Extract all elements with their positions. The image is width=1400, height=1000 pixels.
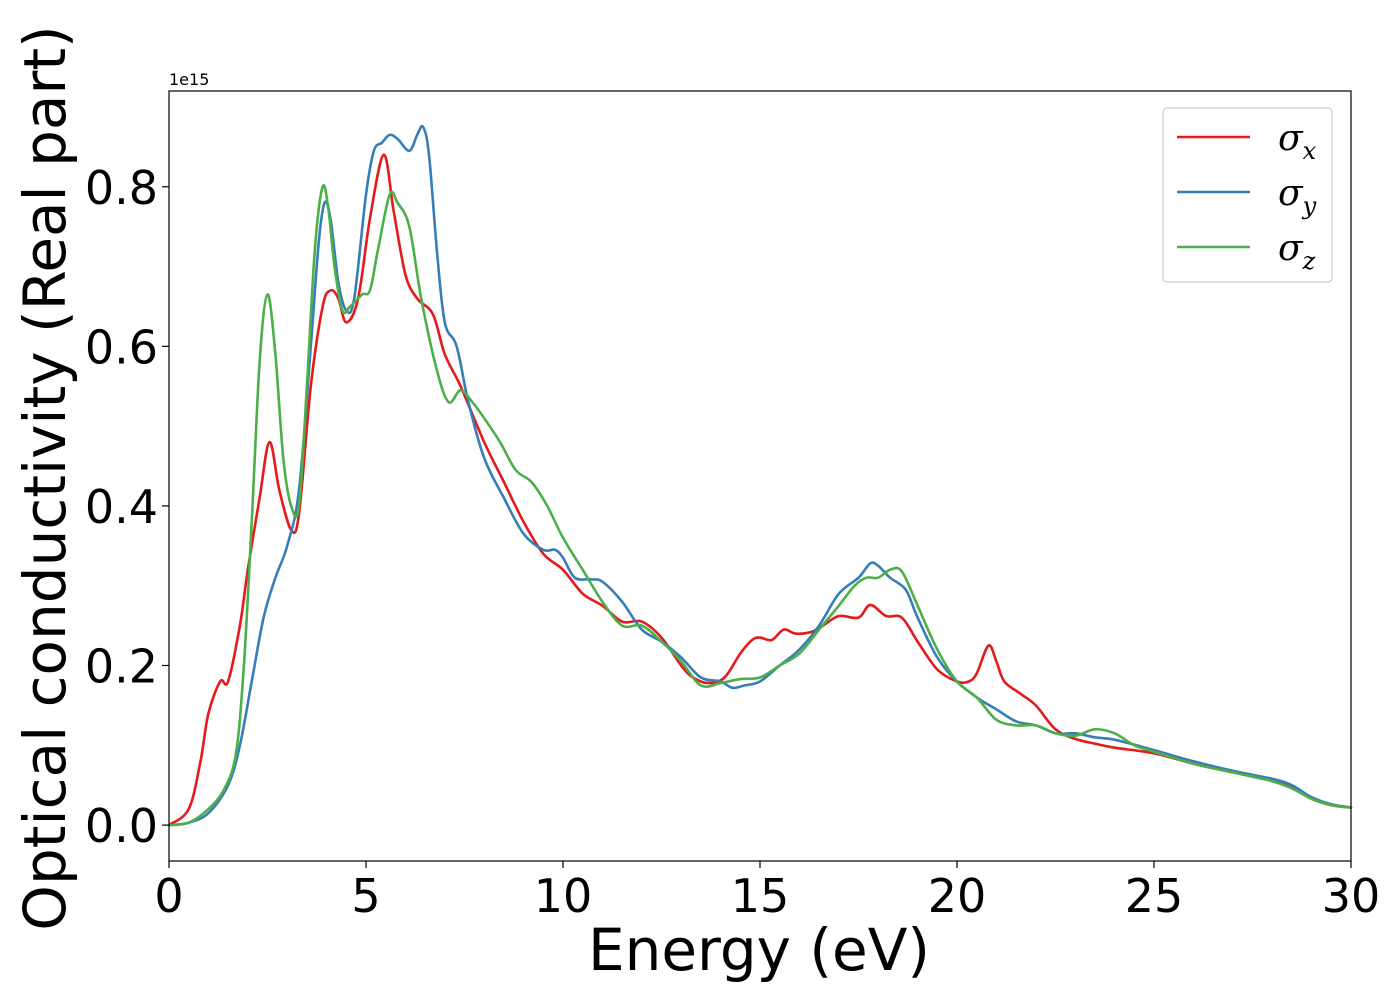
x-tick-label: 0 bbox=[154, 869, 183, 923]
x-tick-label: 15 bbox=[731, 869, 790, 923]
series-lines bbox=[167, 124, 1353, 827]
series-line-z bbox=[167, 184, 1353, 827]
legend-label-x: σx bbox=[1278, 118, 1317, 165]
y-tick-label: 0.8 bbox=[85, 161, 158, 215]
y-tick-label: 0.2 bbox=[85, 640, 158, 694]
y-axis-ticks: 0.0 0.2 0.4 0.6 0.8 bbox=[85, 161, 169, 853]
x-axis-title: Energy (eV) bbox=[588, 916, 930, 984]
x-tick-label: 25 bbox=[1125, 869, 1184, 923]
series-line-y bbox=[167, 124, 1353, 827]
y-tick-label: 0.0 bbox=[85, 799, 158, 853]
x-tick-label: 30 bbox=[1322, 869, 1381, 923]
legend-label-y: σy bbox=[1278, 173, 1317, 220]
y-tick-label: 0.4 bbox=[85, 480, 158, 534]
legend-label-z: σz bbox=[1278, 228, 1316, 275]
x-axis-ticks: 0 5 10 15 20 25 30 bbox=[154, 861, 1380, 923]
y-tick-label: 0.6 bbox=[85, 320, 158, 374]
y-axis-title: Optical conductivity (Real part) bbox=[11, 25, 79, 930]
legend-box bbox=[1162, 107, 1333, 283]
x-tick-label: 20 bbox=[928, 869, 987, 923]
x-tick-label: 10 bbox=[534, 869, 593, 923]
y-offset-label: 1e15 bbox=[169, 70, 209, 89]
x-tick-label: 5 bbox=[351, 869, 380, 923]
series-line-x bbox=[167, 153, 1353, 827]
legend: σx σy σz bbox=[1162, 107, 1333, 283]
